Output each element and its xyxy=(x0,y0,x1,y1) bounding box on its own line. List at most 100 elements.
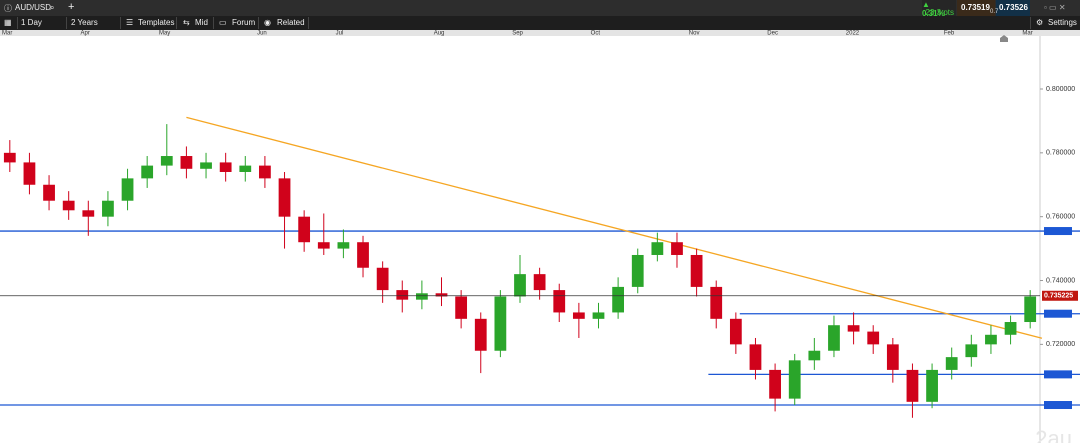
horizontal-line-tag xyxy=(1044,227,1072,236)
x-tick-label: Mar xyxy=(1022,31,1032,37)
templates-icon: ☰ xyxy=(126,18,134,27)
settings-button[interactable]: Settings xyxy=(1048,18,1077,27)
separator xyxy=(308,17,309,29)
candle-body xyxy=(729,318,742,345)
window-controls[interactable]: ▫ ▭ ✕ xyxy=(1044,3,1066,12)
separator xyxy=(17,17,18,29)
symbol[interactable]: AUD/USD xyxy=(15,3,52,12)
candle-body xyxy=(1004,322,1017,335)
candle-body xyxy=(926,369,938,402)
chart: 2au 0.800000 0.780000 0.760000 0.740000 0.72… xyxy=(0,30,1080,443)
candle-body xyxy=(592,312,605,319)
forum-icon: ▭ xyxy=(219,18,227,27)
candle-body xyxy=(710,286,723,319)
candle-body xyxy=(23,162,36,185)
candle-body xyxy=(769,369,781,399)
ask-box[interactable]: 0.73526 xyxy=(996,0,1030,16)
bid-box[interactable]: 0.73519 xyxy=(957,0,995,16)
candle-body xyxy=(121,178,134,201)
x-tick-label: Jun xyxy=(257,31,267,37)
change: ▲ 0.31% xyxy=(922,0,945,18)
candle-body xyxy=(553,290,566,313)
mid-button[interactable]: Mid xyxy=(195,18,208,27)
candle-body xyxy=(533,274,546,291)
candle-body xyxy=(416,293,428,300)
candle-body xyxy=(631,254,644,287)
horizontal-line-tag xyxy=(1044,370,1072,379)
candle-body xyxy=(43,184,55,201)
settings-icon: ⚙ xyxy=(1036,18,1044,27)
separator xyxy=(258,17,259,29)
candle-body xyxy=(690,254,703,287)
candle-body xyxy=(259,165,271,179)
x-tick-label: Aug xyxy=(434,31,445,37)
candle-body xyxy=(788,360,801,399)
candle-body xyxy=(3,152,16,163)
search-icon[interactable]: ⌕ xyxy=(50,3,55,12)
x-tick-label: Apr xyxy=(80,31,89,37)
last-price-label: 0.735225 xyxy=(1044,293,1073,300)
change-box: ▲ 0.31% 23.3 pts xyxy=(922,0,956,18)
candle-body xyxy=(219,162,232,172)
candle-body xyxy=(357,242,369,268)
x-tick-label: Jul xyxy=(336,31,344,37)
candle-body xyxy=(671,242,683,255)
x-tick-label: Feb xyxy=(944,31,955,37)
forum-button[interactable]: Forum xyxy=(232,18,256,27)
candle-body xyxy=(572,312,585,319)
ask: 0.73526 xyxy=(999,3,1028,12)
separator xyxy=(176,17,177,29)
interval[interactable]: 1 Day xyxy=(21,18,42,27)
x-tick-label: Mar xyxy=(2,31,12,37)
candle-body xyxy=(985,334,997,345)
y-tick-label: 0.800000 xyxy=(1046,86,1075,93)
candle-body xyxy=(102,200,114,217)
y-tick-label: 0.740000 xyxy=(1046,277,1075,284)
range[interactable]: 2 Years xyxy=(71,18,98,27)
separator xyxy=(66,17,67,29)
separator xyxy=(213,17,214,29)
candle-body xyxy=(514,274,526,297)
change-pts: 23.3 pts xyxy=(925,8,954,17)
candle-body xyxy=(867,331,880,345)
y-tick-label: 0.780000 xyxy=(1046,150,1075,157)
bid: 0.73519 xyxy=(961,3,990,12)
candle-body xyxy=(435,293,448,297)
last-price-tag xyxy=(1042,290,1078,301)
templates-button[interactable]: Templates xyxy=(138,18,175,27)
candle-body xyxy=(455,296,468,319)
layout-icon[interactable]: ▦ xyxy=(4,18,12,27)
candle-body xyxy=(298,216,311,243)
candle-body xyxy=(965,344,978,358)
x-tick-label: Nov xyxy=(689,31,700,37)
candle-body xyxy=(1024,296,1037,323)
symbol-icon: ⓘ xyxy=(4,4,12,13)
candle-body xyxy=(828,325,840,351)
candle-body xyxy=(317,242,330,249)
spread: 0.7 xyxy=(990,9,999,15)
candle-body xyxy=(239,165,252,172)
horizontal-line-tag xyxy=(1044,309,1072,318)
candle-body xyxy=(180,156,193,169)
candle-body xyxy=(82,210,95,217)
candle-body xyxy=(906,369,919,402)
candle-body xyxy=(337,242,350,249)
x-tick-label: Sep xyxy=(512,31,523,37)
related-icon: ◉ xyxy=(264,18,271,27)
x-tick-label: Oct xyxy=(591,31,601,37)
candle-body xyxy=(847,325,860,332)
related-button[interactable]: Related xyxy=(277,18,305,27)
candle-body xyxy=(474,318,487,351)
candle-body xyxy=(651,242,664,255)
candle-body xyxy=(396,290,409,300)
top-bar: ⓘ AUD/USD ⌕ + ▲ 0.31% 23.3 pts 0.73519 0… xyxy=(0,0,1080,18)
time-axis xyxy=(0,30,1080,36)
candle-body xyxy=(200,162,212,169)
y-tick-label: 0.760000 xyxy=(1046,214,1075,221)
toolbar: ▦ 1 Day 2 Years ☰ Templates ⇆ Mid ▭ Foru… xyxy=(0,16,1080,30)
candle-body xyxy=(278,178,291,217)
trendline xyxy=(186,116,1043,339)
y-tick-label: 0.720000 xyxy=(1046,341,1075,348)
add-tab[interactable]: + xyxy=(68,1,75,13)
